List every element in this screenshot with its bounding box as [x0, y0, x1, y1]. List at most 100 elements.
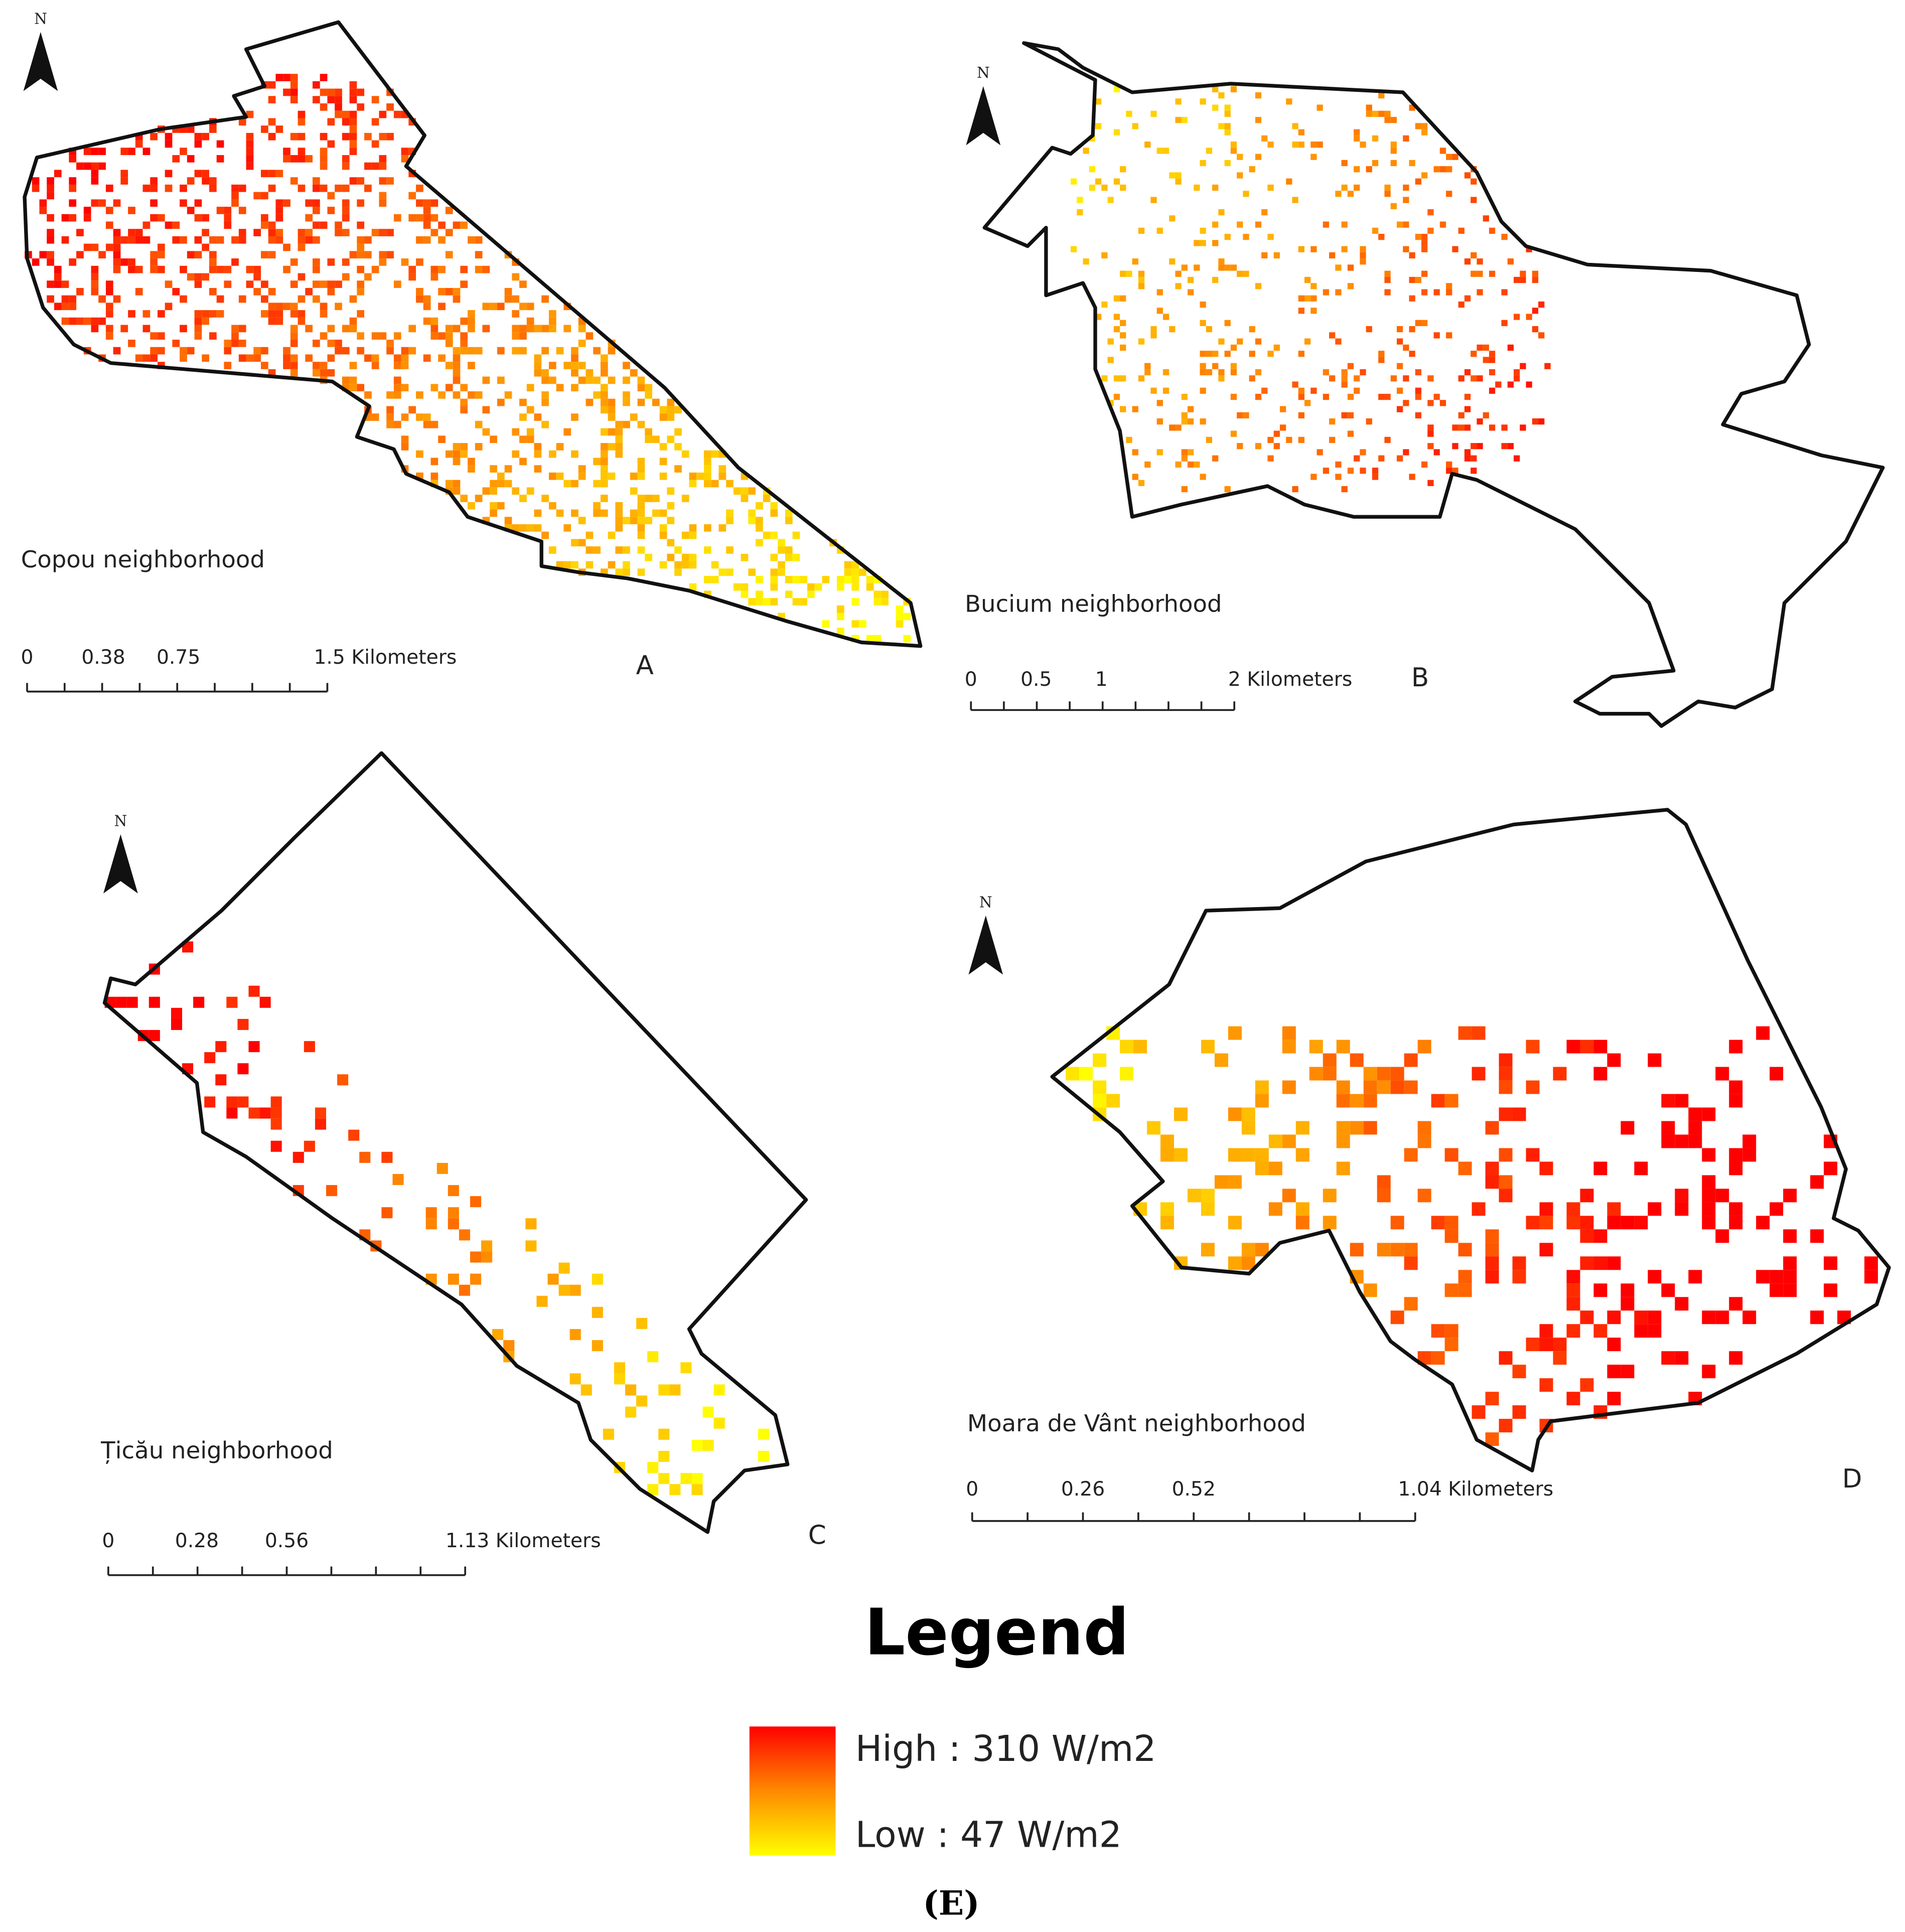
raster-cell	[283, 347, 290, 355]
raster-cell	[246, 147, 254, 156]
raster-cell	[512, 273, 520, 281]
raster-cell	[1295, 1148, 1309, 1162]
raster-cell	[47, 229, 54, 236]
raster-cell	[349, 118, 357, 126]
raster-cell	[115, 996, 127, 1008]
raster-cell	[253, 347, 261, 355]
raster-cell	[1621, 1121, 1635, 1135]
raster-cell	[630, 369, 638, 377]
raster-cell	[1101, 184, 1108, 191]
raster-cell	[1214, 1053, 1228, 1067]
raster-cell	[202, 354, 209, 362]
raster-cell	[105, 287, 113, 295]
raster-cell	[327, 325, 335, 333]
raster-cell	[386, 132, 394, 140]
raster-cell	[416, 199, 423, 207]
raster-cell	[187, 207, 195, 214]
raster-cell	[1132, 474, 1138, 480]
raster-cell	[1702, 1202, 1716, 1216]
north-arrow: N	[968, 894, 1003, 975]
raster-cell	[1150, 387, 1157, 394]
raster-cell	[430, 265, 438, 273]
raster-cell	[238, 118, 246, 126]
raster-cell	[1372, 227, 1379, 234]
raster-cell	[357, 332, 365, 340]
raster-cell	[600, 458, 608, 466]
raster-cell	[283, 354, 290, 362]
raster-cell	[1507, 258, 1514, 265]
raster-cell	[667, 435, 675, 443]
raster-cell	[1729, 1094, 1743, 1108]
raster-cell	[1120, 332, 1126, 339]
raster-cell	[1427, 430, 1434, 437]
raster-cell	[1472, 1067, 1486, 1081]
raster-cell	[525, 1240, 537, 1252]
raster-cell	[1439, 400, 1446, 406]
raster-cell	[1132, 406, 1138, 412]
raster-cell	[770, 531, 778, 539]
raster-cell	[785, 546, 793, 554]
raster-cell	[1144, 141, 1151, 148]
raster-cell	[637, 398, 645, 406]
raster-cell	[1729, 1080, 1743, 1094]
raster-cell	[585, 561, 594, 569]
scale-label: 0.5	[1020, 668, 1052, 691]
raster-cell	[83, 243, 91, 251]
raster-cell	[246, 280, 254, 288]
raster-cell	[275, 214, 283, 222]
raster-cell	[313, 362, 320, 369]
raster-cell	[438, 221, 446, 229]
raster-cell	[120, 325, 128, 333]
raster-cell	[209, 287, 217, 295]
raster-cell	[681, 561, 689, 569]
raster-cell	[423, 303, 431, 311]
raster-cell	[423, 413, 431, 421]
raster-cell	[113, 199, 121, 207]
raster-cell	[556, 472, 564, 480]
raster-cell	[541, 420, 549, 428]
raster-cell	[563, 428, 571, 436]
raster-cell	[290, 303, 298, 311]
raster-cell	[733, 583, 741, 591]
raster-cell	[335, 229, 342, 236]
raster-cell	[1477, 270, 1483, 277]
raster-cell	[401, 155, 409, 163]
raster-cell	[1267, 141, 1274, 148]
raster-cell	[1446, 166, 1452, 173]
raster-cell	[1336, 1039, 1350, 1054]
raster-cell	[224, 214, 232, 222]
raster-cell	[1783, 1283, 1797, 1297]
raster-cell	[61, 303, 69, 311]
raster-cell	[1200, 320, 1206, 327]
raster-cell	[718, 568, 726, 576]
raster-cell	[453, 221, 461, 229]
raster-cell	[851, 575, 859, 583]
raster-cell	[1107, 357, 1114, 363]
raster-cell	[1120, 166, 1126, 173]
raster-cell	[320, 303, 328, 311]
raster-cell	[1335, 474, 1342, 480]
raster-cell	[69, 317, 77, 325]
raster-cell	[556, 347, 564, 355]
raster-cell	[209, 251, 217, 259]
raster-cell	[637, 465, 645, 473]
raster-cell	[298, 132, 306, 140]
raster-cell	[1079, 1067, 1093, 1081]
raster-cell	[1607, 1053, 1621, 1067]
raster-cell	[1138, 270, 1145, 277]
raster-cell	[1377, 1067, 1391, 1081]
raster-cell	[1350, 1121, 1364, 1135]
raster-cell	[637, 509, 645, 517]
raster-cell	[83, 162, 91, 170]
raster-cell	[482, 487, 490, 495]
raster-cell	[1279, 424, 1286, 431]
raster-cell	[1200, 387, 1206, 394]
raster-cell	[1415, 387, 1422, 394]
raster-cell	[1427, 209, 1434, 216]
raster-cell	[1310, 474, 1317, 480]
raster-cell	[896, 613, 904, 621]
raster-cell	[490, 435, 497, 443]
raster-cell	[1212, 221, 1219, 228]
raster-cell	[512, 487, 520, 495]
raster-cell	[1477, 258, 1483, 265]
